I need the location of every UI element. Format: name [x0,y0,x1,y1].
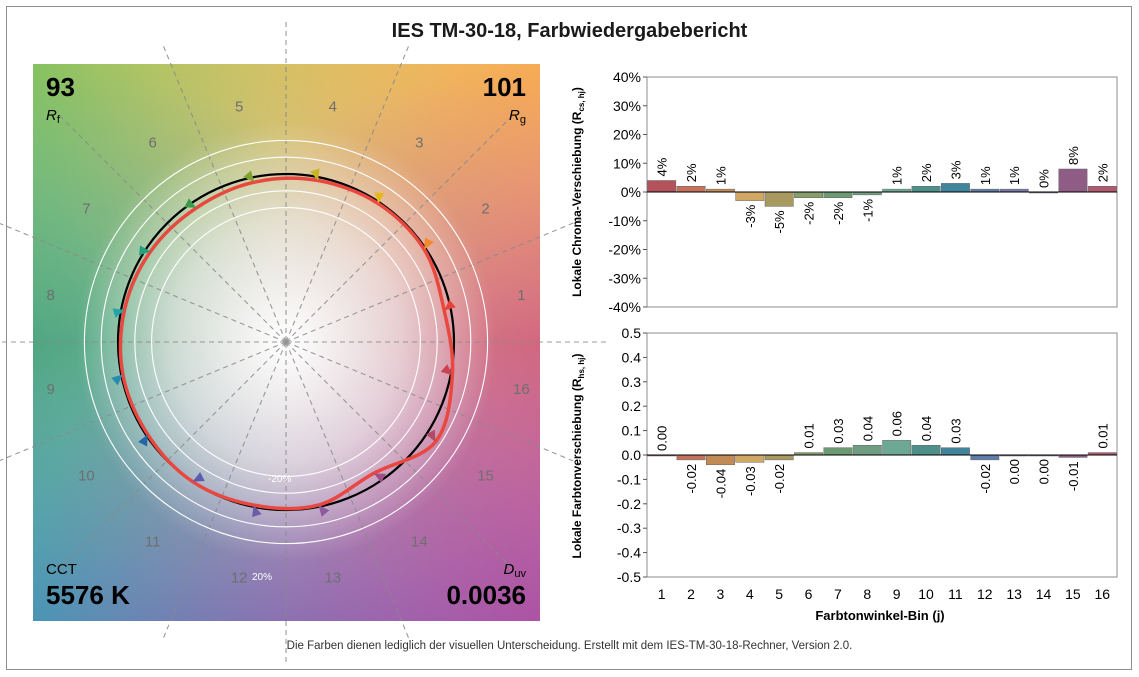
report-title: IES TM-30-18, Farbwiedergabebericht [391,20,748,42]
cct-value: 5576 K [46,580,130,610]
hue-arrow [440,364,453,376]
bin-label: 8 [46,287,54,304]
hue-arrow [425,429,436,442]
bin-label: 12 [231,569,248,586]
cvg-curves [111,168,456,518]
cvg-grid [0,22,606,662]
hue-arrow [243,170,255,183]
bin-label: 2 [481,201,489,218]
hue-arrow [424,237,434,250]
bin-label: 9 [46,381,54,398]
bin-label: 3 [415,134,423,151]
hue-arrow [112,308,125,318]
bin-label: 13 [324,569,341,586]
bin-label: 5 [235,99,243,116]
duv-value: 0.0036 [446,580,526,610]
bin-label: 6 [148,134,156,151]
bin-label: 4 [329,99,337,116]
duv-label: Duv [504,561,527,580]
ring-line [151,207,421,477]
hue-arrow [192,472,205,482]
hue-arrow [252,505,262,518]
cct-label: CCT [46,561,77,578]
hue-arrow [310,168,320,181]
ring-line [83,139,489,545]
hue-arrow [139,245,151,256]
rg-value: 101 [483,72,526,102]
hue-arrow [184,198,197,208]
hue-arrow [318,505,330,517]
rf-label: Rf [46,107,61,126]
hue-arrow [138,434,148,447]
hue-arrow [111,374,123,386]
bin-label: 15 [477,467,494,484]
ring-line [100,156,472,528]
ring-label-plus20: 20% [252,572,272,583]
bin-label: 16 [513,381,530,398]
ring-line [134,190,438,494]
bin-label: 14 [411,534,428,551]
hue-arrow [374,192,385,204]
hue-arrow [444,299,456,311]
rg-label: Rg [509,107,526,126]
rf-value: 93 [46,72,75,102]
ring-label-minus20: -20% [268,474,291,485]
footer-note: Die Farben dienen lediglich der visuelle… [286,640,853,652]
bin-label: 11 [145,534,161,551]
bin-label: 7 [82,201,90,218]
hue-arrow [373,473,386,483]
test-curve [118,176,455,511]
bin-label: 1 [517,287,525,304]
bin-label: 10 [78,467,95,484]
